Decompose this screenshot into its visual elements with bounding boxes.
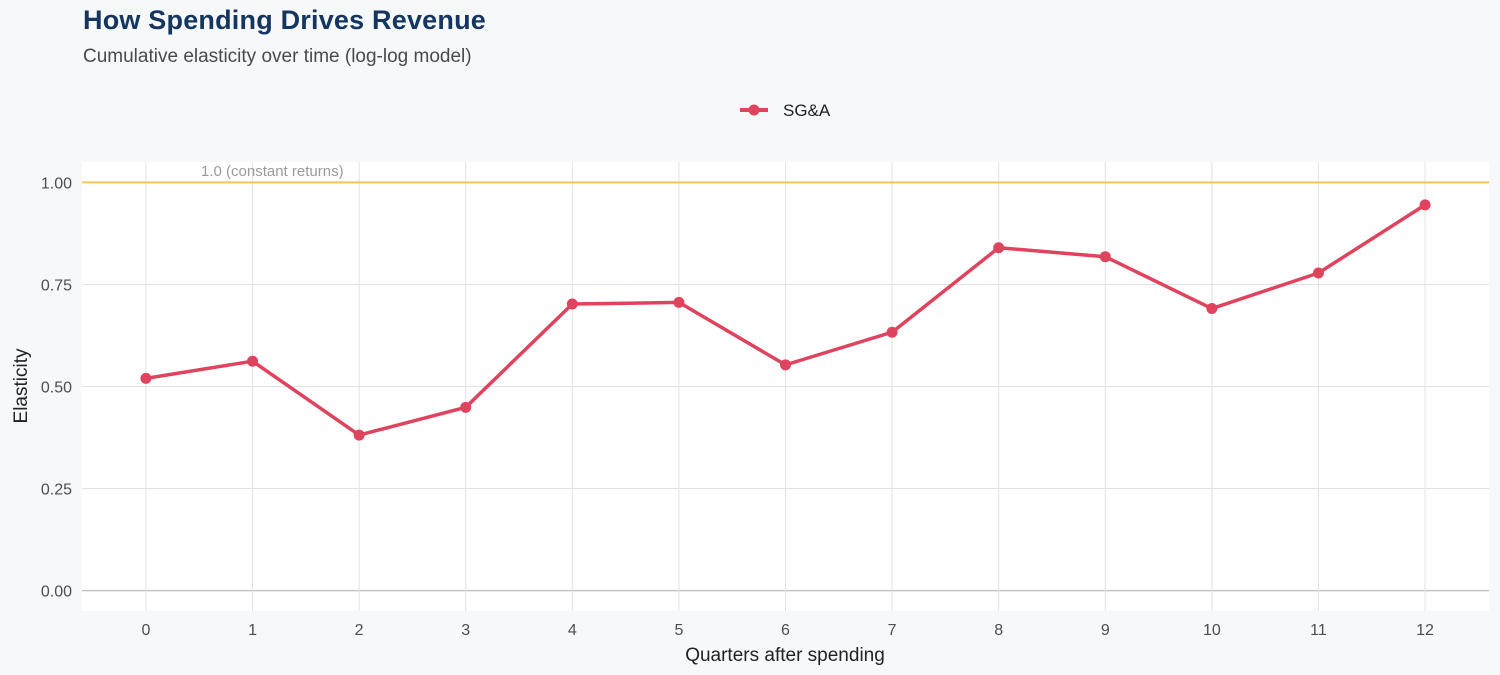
y-tick-label: 0.75 xyxy=(41,277,72,294)
data-point xyxy=(886,326,898,338)
data-point xyxy=(460,401,472,413)
x-tick-label: 6 xyxy=(781,622,790,639)
data-point xyxy=(566,298,578,310)
x-axis-title: Quarters after spending xyxy=(685,645,885,666)
series-sga xyxy=(140,199,1431,441)
legend-label-sga: SG&A xyxy=(783,101,831,120)
x-tick-label: 1 xyxy=(248,622,257,639)
x-axis-ticks: 0 1 2 3 4 5 6 7 8 9 10 11 12 xyxy=(142,622,1435,639)
data-point xyxy=(140,372,152,384)
y-axis-ticks: 0.00 0.25 0.50 0.75 1.00 xyxy=(41,175,72,600)
x-tick-label: 10 xyxy=(1203,622,1221,639)
x-tick-label: 0 xyxy=(142,622,151,639)
data-point xyxy=(780,359,791,371)
x-tick-label: 12 xyxy=(1416,622,1434,639)
chart-subtitle: Cumulative elasticity over time (log-log… xyxy=(83,46,472,67)
data-point xyxy=(993,242,1005,254)
data-point xyxy=(247,355,259,367)
x-tick-label: 4 xyxy=(568,622,577,639)
x-tick-label: 5 xyxy=(674,622,683,639)
x-tick-label: 8 xyxy=(994,622,1003,639)
y-tick-label: 0.00 xyxy=(41,584,72,601)
legend-swatch-marker xyxy=(748,104,760,116)
legend: SG&A xyxy=(740,101,831,120)
y-tick-label: 1.00 xyxy=(41,175,72,192)
y-axis-title: Elasticity xyxy=(11,348,32,423)
data-point xyxy=(1419,199,1431,211)
data-point xyxy=(1099,251,1111,263)
data-point xyxy=(1206,303,1218,315)
x-tick-label: 9 xyxy=(1101,622,1110,639)
data-point xyxy=(1312,267,1324,279)
reference-line-group: 1.0 (constant returns) xyxy=(82,163,1489,184)
x-tick-label: 7 xyxy=(888,622,897,639)
chart-title: How Spending Drives Revenue xyxy=(83,5,486,35)
y-tick-label: 0.50 xyxy=(41,380,72,397)
x-tick-label: 11 xyxy=(1310,622,1327,639)
reference-line-label: 1.0 (constant returns) xyxy=(201,163,344,180)
x-tick-label: 3 xyxy=(461,622,470,639)
data-point xyxy=(353,429,365,441)
data-point xyxy=(673,296,685,308)
y-tick-label: 0.25 xyxy=(41,482,72,499)
x-tick-label: 2 xyxy=(355,622,364,639)
